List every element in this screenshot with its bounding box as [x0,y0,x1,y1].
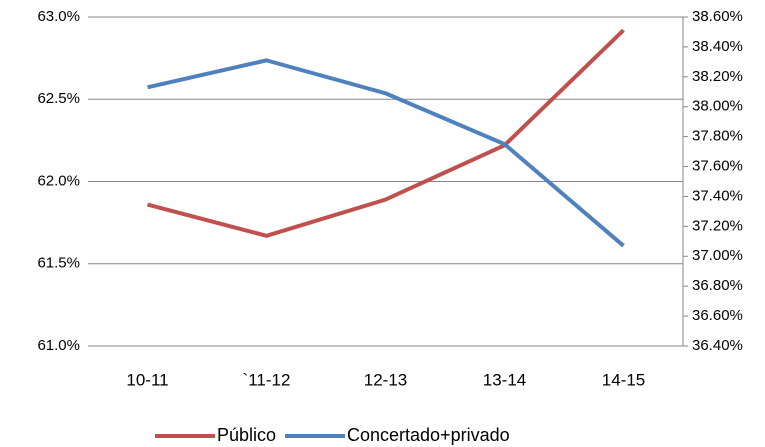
series-line [146,28,625,238]
y2-tick-label: 37.20% [692,217,743,234]
series-line [147,58,625,248]
y2-tick-label: 37.60% [692,158,743,175]
y-tick-label: 61.0% [37,337,80,354]
legend-label: Concertado+privado [347,425,510,445]
y-tick-label: 62.5% [37,90,80,107]
y2-tick-label: 38.20% [692,68,743,85]
y-tick-label: 63.0% [37,8,80,25]
x-tick-label: 14-15 [602,370,645,389]
x-tick-label: `11-12 [243,370,291,389]
y-tick-label: 62.0% [37,172,80,189]
y2-tick-label: 37.40% [692,187,743,204]
y2-tick-label: 37.80% [692,128,743,145]
y2-tick-label: 37.00% [692,247,743,264]
y-tick-label: 61.5% [37,255,80,272]
x-tick-label: 12-13 [364,370,407,389]
y2-tick-label: 36.40% [692,337,743,354]
legend-label: Público [217,425,276,445]
y2-tick-label: 38.60% [692,8,743,25]
y2-tick-label: 38.40% [692,38,743,55]
x-tick-label: 10-11 [126,370,168,389]
x-tick-label: 13-14 [483,370,526,389]
y2-tick-label: 36.80% [692,277,743,294]
y2-tick-label: 38.00% [692,98,743,115]
y2-tick-label: 36.60% [692,307,743,324]
